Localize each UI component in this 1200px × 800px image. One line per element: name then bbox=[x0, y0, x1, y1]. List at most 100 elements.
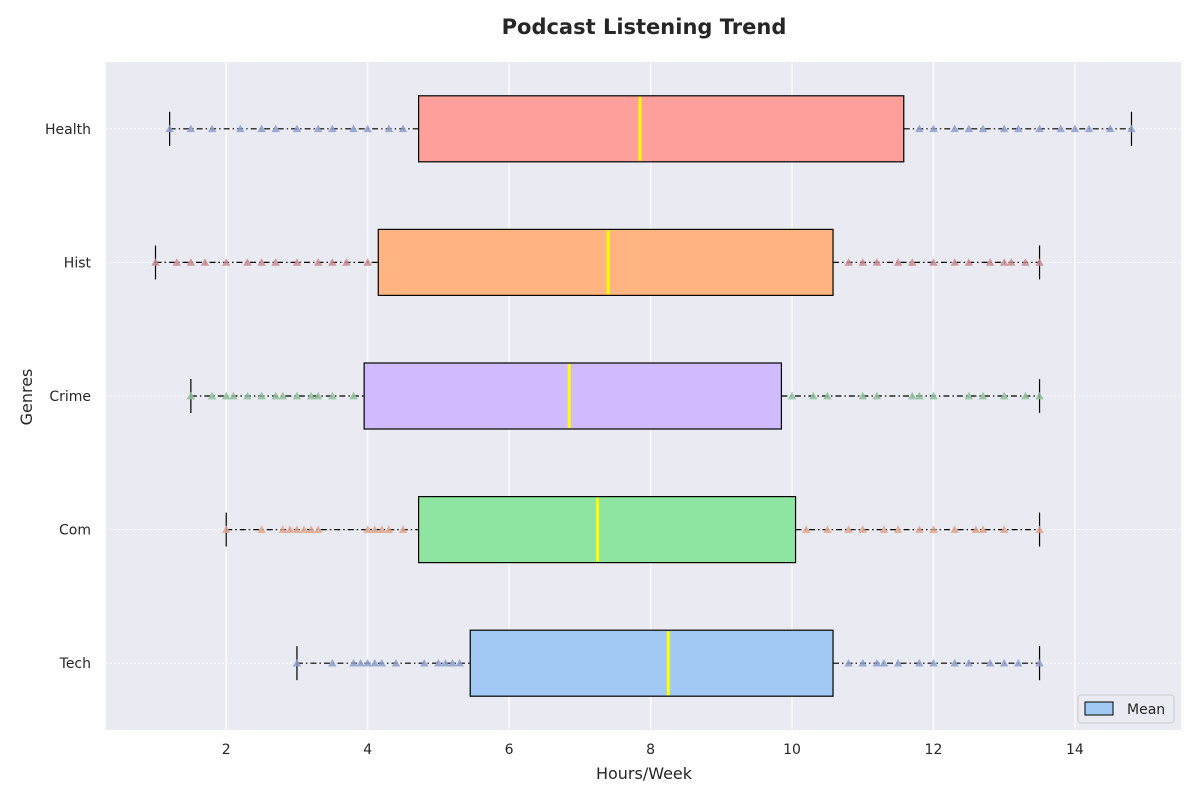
data-point bbox=[349, 391, 358, 400]
data-point bbox=[243, 258, 252, 266]
data-point bbox=[313, 391, 323, 400]
data-point bbox=[1035, 525, 1044, 533]
data-point bbox=[377, 525, 387, 533]
data-point bbox=[915, 659, 924, 667]
data-point bbox=[1056, 124, 1065, 133]
data-point bbox=[207, 124, 217, 133]
data-point bbox=[391, 659, 401, 667]
data-point bbox=[1035, 391, 1044, 400]
data-point bbox=[915, 124, 924, 133]
data-point bbox=[257, 525, 266, 533]
data-point bbox=[186, 258, 196, 266]
data-point bbox=[985, 659, 995, 667]
x-tick-label: 8 bbox=[646, 742, 655, 758]
data-point bbox=[950, 124, 959, 133]
data-point bbox=[257, 258, 266, 266]
data-point bbox=[271, 124, 280, 133]
data-point bbox=[229, 391, 238, 400]
data-point bbox=[971, 525, 981, 533]
x-tick-label: 2 bbox=[222, 742, 231, 758]
data-point bbox=[978, 391, 988, 400]
data-point bbox=[278, 525, 288, 533]
data-point bbox=[823, 525, 832, 533]
data-point bbox=[893, 525, 903, 533]
legend: Mean bbox=[1077, 694, 1175, 724]
x-axis-label: Hours/Week bbox=[596, 764, 693, 783]
box-series bbox=[151, 95, 1136, 697]
data-point bbox=[186, 391, 196, 400]
box-tech bbox=[292, 629, 1044, 697]
data-point bbox=[151, 258, 160, 266]
data-point bbox=[908, 391, 917, 400]
data-point bbox=[929, 525, 938, 533]
data-point bbox=[420, 659, 429, 667]
data-point bbox=[1035, 124, 1044, 133]
data-point bbox=[964, 391, 974, 400]
data-point bbox=[999, 391, 1009, 400]
legend-swatch bbox=[1084, 701, 1114, 716]
data-point bbox=[257, 124, 266, 133]
box-com bbox=[222, 496, 1044, 564]
data-point bbox=[964, 659, 974, 667]
data-point bbox=[1035, 258, 1044, 266]
data-point bbox=[356, 659, 365, 667]
data-point bbox=[1014, 124, 1023, 133]
data-point bbox=[186, 124, 196, 133]
y-axis-label: Genres bbox=[17, 369, 36, 426]
y-tick-label: Hist bbox=[64, 255, 92, 271]
data-point bbox=[243, 391, 252, 400]
data-point bbox=[434, 659, 443, 667]
box-health bbox=[165, 95, 1136, 163]
data-point bbox=[1021, 258, 1030, 266]
data-point bbox=[1070, 124, 1080, 133]
data-point bbox=[858, 258, 867, 266]
data-point bbox=[908, 258, 917, 266]
data-point bbox=[964, 124, 974, 133]
iqr-box bbox=[417, 95, 905, 163]
data-point bbox=[844, 525, 853, 533]
data-point bbox=[915, 525, 924, 533]
data-point bbox=[292, 258, 302, 266]
data-point bbox=[893, 659, 903, 667]
data-point bbox=[999, 258, 1009, 266]
data-point bbox=[1106, 124, 1115, 133]
data-point bbox=[236, 124, 245, 133]
data-point bbox=[858, 525, 867, 533]
data-point bbox=[377, 659, 387, 667]
chart-title: Podcast Listening Trend bbox=[502, 15, 787, 39]
data-point bbox=[1014, 659, 1023, 667]
data-point bbox=[398, 525, 408, 533]
y-axis-ticks: Tech Com Crime Hist Health bbox=[45, 122, 91, 672]
data-point bbox=[858, 391, 867, 400]
data-point bbox=[1127, 124, 1136, 133]
data-point bbox=[1021, 391, 1030, 400]
data-point bbox=[999, 659, 1009, 667]
data-point bbox=[858, 659, 867, 667]
x-tick-label: 14 bbox=[1066, 742, 1084, 758]
data-point bbox=[964, 258, 974, 266]
iqr-box bbox=[363, 362, 783, 430]
x-tick-label: 6 bbox=[505, 742, 514, 758]
data-point bbox=[328, 659, 337, 667]
data-point bbox=[328, 258, 337, 266]
data-point bbox=[1035, 659, 1044, 667]
data-point bbox=[844, 258, 853, 266]
data-point bbox=[872, 391, 882, 400]
data-point bbox=[292, 124, 302, 133]
data-point bbox=[363, 659, 372, 667]
data-point bbox=[222, 391, 231, 400]
iqr-box bbox=[469, 629, 834, 697]
legend-label: Mean bbox=[1127, 702, 1165, 718]
data-point bbox=[872, 659, 882, 667]
data-point bbox=[200, 258, 210, 266]
y-tick-label: Com bbox=[59, 523, 91, 539]
data-point bbox=[872, 258, 882, 266]
data-point bbox=[292, 659, 302, 667]
data-point bbox=[306, 391, 316, 400]
data-point bbox=[950, 525, 959, 533]
box-hist bbox=[151, 228, 1044, 296]
data-point bbox=[292, 525, 302, 533]
data-point bbox=[222, 525, 231, 533]
y-tick-label: Health bbox=[45, 122, 91, 138]
